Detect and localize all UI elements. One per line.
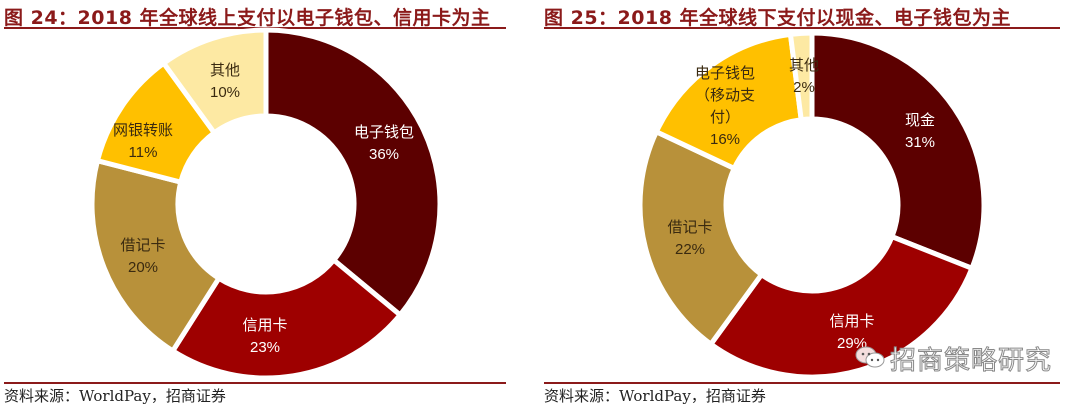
slice-category-label: 其他: [210, 61, 240, 79]
source-note-online: 资料来源：WorldPay，招商证券: [4, 387, 226, 405]
slice-percent-label: 11%: [129, 144, 158, 161]
chart-title-online: 图 24：2018 年全球线上支付以电子钱包、信用卡为主: [4, 7, 491, 29]
slice-category-label: 现金: [905, 111, 935, 129]
slice-category-label: 电子钱包: [354, 123, 414, 141]
slice-category-label: 电子钱包: [695, 64, 755, 82]
source-divider: [4, 382, 506, 384]
slice-category-label: 信用卡: [829, 312, 874, 330]
slice-category-label: 借记卡: [667, 218, 712, 236]
slice-percent-label: 22%: [675, 241, 705, 258]
donut-slice: [160, 27, 269, 137]
watermark-text: 招商策略研究: [889, 346, 1053, 377]
slice-percent-label: 23%: [250, 339, 280, 356]
wechat-icon: [855, 346, 885, 368]
donut-slice: [809, 30, 987, 272]
chart-panel-offline: 图 25：2018 年全球线下支付以现金、电子钱包为主 现金 31% 信用卡 29% 借…: [540, 0, 1080, 409]
chart-title-offline: 图 25：2018 年全球线下支付以现金、电子钱包为主: [544, 7, 1012, 29]
slice-category-label: 网银转账: [113, 121, 173, 139]
slice-percent-label: 20%: [128, 259, 158, 276]
source-divider: [544, 382, 1060, 384]
slice-category-label: 付）: [710, 108, 740, 126]
donut-slice: [787, 30, 815, 123]
donut-chart-online: 电子钱包 36% 信用卡 23% 借记卡 20% 网银转账 11% 其他 10%: [89, 27, 443, 381]
slice-percent-label: 2%: [793, 79, 815, 96]
source-note-offline: 资料来源：WorldPay，招商证券: [544, 387, 766, 405]
title-divider: [544, 27, 1060, 29]
slice-percent-label: 29%: [837, 335, 867, 352]
slice-percent-label: 36%: [369, 146, 399, 163]
slice-percent-label: 10%: [210, 84, 240, 101]
donut-slice: [89, 157, 223, 355]
slice-category-label: 其他: [789, 56, 819, 74]
slice-percent-label: 16%: [710, 131, 740, 148]
slice-percent-label: 31%: [905, 134, 935, 151]
donut-slice: [707, 233, 976, 380]
slice-category-label: 信用卡: [242, 316, 287, 334]
donut-slice: [637, 128, 765, 348]
donut-slice: [169, 256, 404, 381]
slice-category-label: 借记卡: [120, 236, 165, 254]
chart-panel-online: 图 24：2018 年全球线上支付以电子钱包、信用卡为主 电子钱包 36% 信用卡 2…: [4, 7, 506, 405]
slice-category-label: （移动支: [695, 86, 755, 104]
donut-slice: [263, 27, 443, 319]
